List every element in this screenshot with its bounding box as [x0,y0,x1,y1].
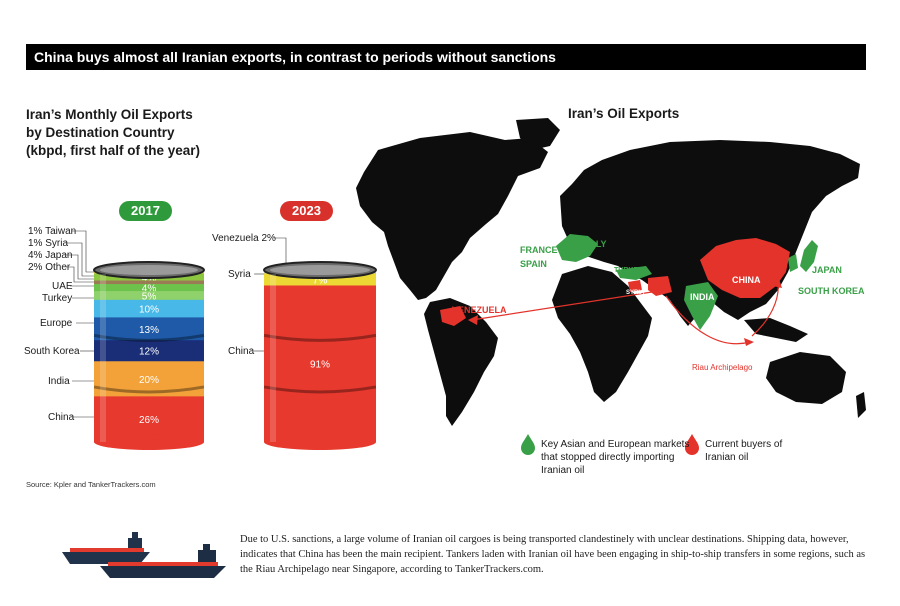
map-label-venezuela: VENEZUELA [452,305,507,315]
bar-value-label-2023-1: 7% [313,275,328,286]
bar-value-label-2017-8: 12% [139,347,159,358]
label-2017-china: China [48,412,75,423]
barrel-sheen-2023 [270,274,276,442]
map-title: Iran’s Oil Exports [568,106,680,121]
europe-asia [560,140,860,326]
footnote-text: Due to U.S. sanctions, a large volume of… [240,534,866,575]
tanker-ships-icon [62,532,226,578]
bar-segment-2017-7 [94,317,204,341]
map-label-france: FRANCE [520,245,558,255]
route-riau [665,295,751,345]
greenland [516,118,560,150]
north-america [356,132,548,300]
legend-red-drop-icon [685,434,699,455]
turkey-green [616,266,652,280]
chart-title-line-1: Iran’s Monthly Oil Exports [26,107,193,122]
barrel-2023: 7% 91% [263,261,377,450]
australia [766,352,846,404]
bar-segment-2017-8 [94,340,204,362]
route-venezuela [471,291,653,321]
barrel-bottom-2017 [94,434,204,450]
chart-title: Iran’s Monthly Oil Exports by Destinatio… [26,106,200,160]
bar-segment-2017-6 [94,299,204,318]
bar-segment-2017-4 [94,284,204,292]
label-2023-venezuela: Venezuela 2% [212,233,276,244]
map-label-syria: SYRIA [626,290,645,296]
korea-green [788,254,798,272]
barrel-lid-inner-2017 [100,265,198,275]
label-2017-taiwan: 1% Taiwan [28,226,77,237]
barrel-bottom-2023 [264,434,376,450]
bar-value-label-2017-5: 5% [142,291,157,302]
chart-title-line-3: (kbpd, first half of the year) [26,143,201,158]
map-label-turkey: TURKEY [614,267,643,274]
europe-green [556,234,598,262]
legend-red-text: Current buyers of Iranian oil [705,439,783,463]
map-label-spain: SPAIN [520,259,547,269]
barrel-hoop-2023-0 [263,333,377,342]
bar-value-label-2017-10: 26% [139,415,159,426]
label-2017-other: 2% Other [28,262,71,273]
barrel-hoop-2017-0 [93,333,205,342]
banner-title: China buys almost all Iranian exports, i… [26,44,866,70]
bar-value-label-2017-9: 20% [139,375,159,386]
iran-red [648,276,672,296]
label-2023-china: China [228,346,255,357]
barrel-hoop-2017-1 [93,385,205,394]
year-badge-2023: 2023 [280,201,333,221]
map-label-riau: Riau Archipelago [692,363,753,372]
map-label-south-korea: SOUTH KOREA [798,286,865,296]
southeast-asia [744,318,808,342]
china-red [700,238,790,298]
syria-red [628,280,642,292]
new-zealand [856,392,866,418]
label-2017-syria: 1% Syria [28,238,69,249]
bar-value-label-2017-6: 10% [139,305,159,316]
highlighted-countries [440,234,818,330]
japan-green [800,240,818,272]
label-2017-europe: Europe [40,318,73,329]
india-green [684,282,718,330]
barrel-lid-inner-2023 [270,265,370,275]
label-2017-india: India [48,376,70,387]
barrel-sheen-2017 [100,274,106,442]
route-arrowheads [468,276,782,346]
chart-title-line-2: by Destination Country [26,125,175,140]
map-labels: FRANCE SPAIN ITALY TURKEY INDIA JAPAN SO… [452,239,865,372]
barrel-hoop-2023-1 [263,385,377,394]
africa [552,266,652,402]
map-label-india: INDIA [690,292,715,302]
label-2017-uae: UAE [52,281,73,292]
bar-segment-2017-9 [94,361,204,397]
label-2017-japan: 4% Japan [28,250,73,261]
bar-segment-2017-5 [94,291,204,301]
bar-value-label-2017-4: 4% [142,284,157,295]
map-label-italy: ITALY [582,239,607,249]
label-2023-syria: Syria [228,269,251,280]
barrel-2017: 4%4%5%10%13%12%20%26% [93,261,205,450]
bar-segment-2023-2 [264,285,376,443]
year-badge-2017: 2017 [119,201,172,221]
label-2017-south-korea: South Korea [24,346,80,357]
label-2017-turkey: Turkey [42,293,73,304]
bar-value-label-2017-7: 13% [139,325,159,336]
legend-green-text: Key Asian and European markets that stopp… [541,439,690,476]
venezuela-red [440,306,466,326]
source-note: Source: Kpler and TankerTrackers.com [26,480,156,489]
bar-segment-2017-3 [94,280,204,285]
legend-green-drop-icon [521,434,535,455]
map-label-japan: JAPAN [812,265,842,275]
bar-value-label-2023-2: 91% [310,360,330,371]
south-america [424,298,498,426]
world-map [356,118,866,426]
map-label-china: CHINA [732,275,761,285]
